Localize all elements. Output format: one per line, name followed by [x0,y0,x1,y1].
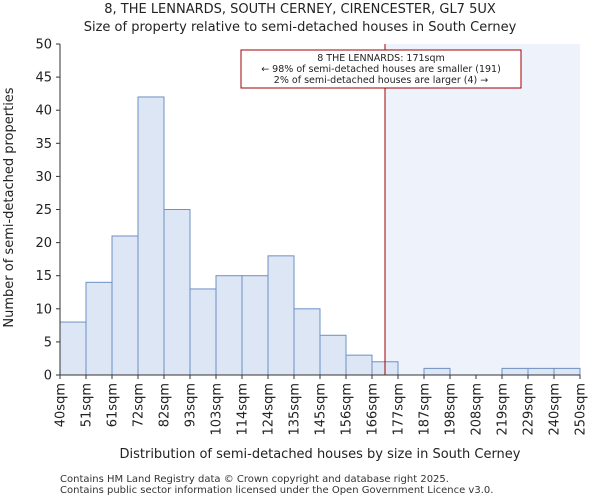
bar-40sqm [59,321,87,376]
annotation-line-3: 2% of semi-detached houses are larger (4… [274,75,488,86]
x-ticks: 40sqm 51sqm 61sqm 72sqm 82sqm 93sqm 103sqm 114s… [54,375,589,436]
bar-82sqm [163,209,191,376]
x-tick-label: 198sqm [444,383,459,436]
x-tick-label: 177sqm [392,383,407,436]
x-tick-label: 114sqm [236,383,251,436]
footer-line-2: Contains public sector information licen… [60,485,494,496]
chart-title: 8, THE LENNARDS, SOUTH CERNEY, CIRENCEST… [104,2,496,17]
bar-group [59,96,581,376]
x-tick-label: 61sqm [106,383,121,427]
x-tick-label: 93sqm [184,383,199,427]
y-ticks: 0 5 10 15 20 25 30 35 40 45 50 [35,38,60,384]
y-tick-label: 25 [35,203,52,218]
x-tick-label: 51sqm [80,383,95,427]
y-tick-label: 0 [44,369,52,384]
x-axis-label: Distribution of semi-detached houses by … [119,447,520,462]
y-tick-label: 15 [35,269,52,284]
bar-114sqm [241,275,269,376]
bar-103sqm [215,275,243,376]
bar-240sqm [553,367,581,376]
annotation-box [240,49,522,89]
x-tick-label: 40sqm [54,383,69,427]
shaded-region [385,44,580,375]
bar-124sqm [267,255,295,376]
y-tick-label: 50 [35,38,52,53]
y-tick-label: 30 [35,170,52,185]
bar-219sqm [501,367,529,376]
y-tick-label: 20 [35,236,52,251]
bar-156sqm [345,354,373,376]
x-tick-label: 72sqm [132,383,147,427]
bar-51sqm [85,281,113,376]
bar-61sqm [111,235,139,376]
bar-187sqm [423,367,451,376]
chart-subtitle: Size of property relative to semi-detach… [83,20,517,35]
y-axis-label: Number of semi-detached properties [2,87,17,327]
x-tick-label: 229sqm [522,383,537,436]
bar-72sqm [137,96,165,376]
annotation-line-2: ← 98% of semi-detached houses are smalle… [261,64,501,75]
annotation-line-1: 8 THE LENNARDS: 171sqm [317,53,445,64]
x-tick-label: 187sqm [418,383,433,436]
x-tick-label: 124sqm [262,383,277,436]
footer-line-1: Contains HM Land Registry data © Crown c… [60,474,449,485]
x-tick-label: 240sqm [548,383,563,436]
x-tick-label: 156sqm [340,383,355,436]
x-tick-label: 219sqm [496,383,511,436]
x-tick-label: 250sqm [574,383,589,436]
y-tick-label: 40 [35,104,52,119]
y-tick-label: 10 [35,302,52,317]
bar-93sqm [189,288,217,376]
x-tick-label: 145sqm [314,383,329,436]
bar-135sqm [293,308,321,376]
bar-145sqm [319,334,347,376]
x-tick-label: 103sqm [210,383,225,436]
x-tick-label: 135sqm [288,383,303,436]
x-tick-label: 82sqm [158,383,173,427]
bar-229sqm [527,367,555,376]
y-tick-label: 45 [35,71,52,86]
y-tick-label: 5 [44,335,52,350]
y-tick-label: 35 [35,137,52,152]
x-tick-label: 208sqm [470,383,485,436]
x-tick-label: 166sqm [366,383,381,436]
